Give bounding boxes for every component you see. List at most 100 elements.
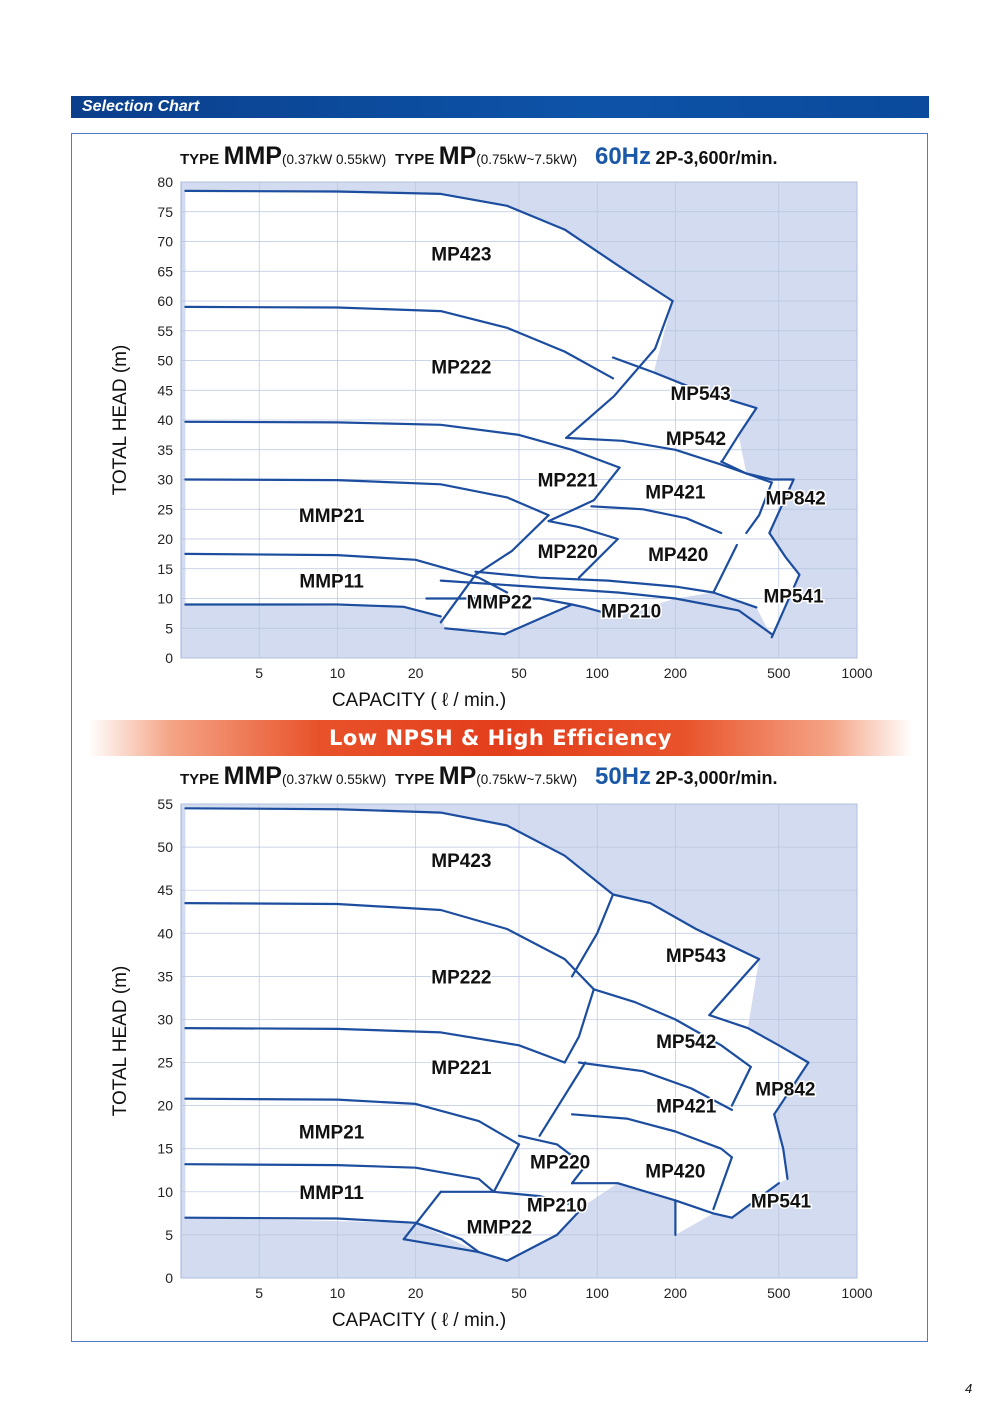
y-tick-label: 30 [157, 1011, 173, 1027]
performance-curve [770, 573, 801, 639]
model-region-label: MP842 [755, 1079, 815, 1100]
y-tick-label: 30 [157, 472, 173, 488]
model-name: MMP [223, 762, 282, 790]
model-region-label: MP221 [431, 1058, 492, 1079]
y-tick-label: 5 [165, 620, 173, 636]
y-tick-label: 40 [157, 925, 173, 941]
performance-curve [425, 597, 587, 609]
x-tick-label: 20 [408, 1285, 424, 1301]
performance-curve [184, 478, 550, 517]
performance-curve [570, 1113, 733, 1159]
y-tick-label: 50 [157, 353, 173, 369]
model-region-label: MP420 [648, 545, 708, 566]
performance-curve [563, 988, 595, 1064]
type-word: TYPE [180, 771, 220, 788]
feature-banner: Low NPSH & High Efficiency [88, 720, 913, 756]
performance-curve [611, 893, 761, 961]
performance-curve [439, 573, 477, 624]
model-region-label: MMP21 [299, 506, 365, 527]
performance-curve [730, 1065, 752, 1107]
performance-curve [547, 466, 621, 523]
y-tick-label: 45 [157, 882, 173, 898]
model-region-label: MP210 [601, 601, 661, 622]
usable-range-fill [185, 808, 809, 1261]
model-region-label: MP423 [431, 851, 491, 872]
performance-curve [184, 603, 442, 618]
model-region-label: MP421 [645, 482, 706, 503]
x-tick-label: 1000 [841, 665, 872, 681]
model-region-label: MP423 [431, 244, 491, 265]
page-number: 4 [965, 1381, 973, 1396]
model-region-label: MP222 [431, 967, 491, 988]
performance-curve [570, 893, 615, 978]
performance-curve [708, 1014, 810, 1064]
model-region-label: MP220 [530, 1153, 590, 1174]
chart-frame [71, 133, 928, 1342]
y-tick-label: 70 [157, 234, 173, 250]
model-region-label: MMP11 [299, 572, 364, 593]
x-axis-title: CAPACITY ( ℓ / min.) [332, 690, 506, 711]
y-tick-label: 20 [157, 1098, 173, 1114]
power-range: (0.37kW 0.55kW) [281, 772, 387, 787]
y-tick-label: 40 [157, 412, 173, 428]
x-tick-label: 5 [255, 665, 263, 681]
model-region-label: MP542 [666, 429, 726, 450]
performance-curve [517, 1134, 587, 1185]
performance-curve [720, 407, 758, 463]
performance-curve [565, 299, 674, 439]
y-tick-label: 0 [165, 650, 173, 666]
power-range: (0.75kW~7.5kW) [476, 152, 578, 167]
speed-label: 2P-3,600r/min. [655, 148, 778, 168]
performance-curve [590, 505, 723, 535]
performance-curve [503, 603, 574, 636]
y-tick-label: 10 [157, 591, 173, 607]
performance-curve [708, 958, 761, 1017]
y-tick-label: 5 [165, 1227, 173, 1243]
performance-curve [474, 514, 550, 576]
performance-curve [555, 1203, 587, 1236]
performance-curve [712, 1156, 733, 1211]
performance-curve [773, 1113, 789, 1180]
x-tick-label: 10 [330, 665, 346, 681]
performance-curve [184, 420, 621, 469]
performance-curve [184, 189, 674, 303]
performance-curve [577, 1061, 733, 1111]
performance-curve [611, 356, 758, 410]
frequency-label: 60Hz [594, 143, 651, 170]
y-tick-label: 20 [157, 531, 173, 547]
y-tick-label: 25 [157, 1055, 173, 1071]
y-tick-label: 10 [157, 1184, 173, 1200]
model-name: MMP [223, 142, 282, 170]
model-region-label: MMP21 [299, 1122, 365, 1143]
performance-curve [745, 481, 773, 535]
model-region-label: MP543 [666, 946, 726, 967]
performance-curve [720, 460, 795, 481]
model-region-label: MP222 [431, 357, 491, 378]
y-tick-label: 50 [157, 839, 173, 855]
y-tick-label: 0 [165, 1270, 173, 1286]
x-tick-label: 200 [664, 1285, 688, 1301]
section-title: Selection Chart [82, 98, 200, 115]
performance-curve [712, 591, 758, 609]
performance-curve [592, 988, 752, 1068]
type-word: TYPE [395, 771, 435, 788]
model-region-label: MP210 [527, 1196, 587, 1217]
performance-curve [547, 520, 619, 541]
section-header-bar: Selection Chart [71, 96, 929, 118]
performance-curve [184, 807, 615, 896]
performance-curve [439, 1143, 521, 1193]
power-range: (0.37kW 0.55kW) [281, 152, 387, 167]
y-tick-label: 35 [157, 442, 173, 458]
x-tick-label: 5 [255, 1285, 263, 1301]
y-tick-label: 75 [157, 204, 173, 220]
performance-curve [577, 537, 619, 579]
model-region-label: MMP22 [467, 592, 532, 613]
y-tick-label: 45 [157, 382, 173, 398]
banner-text: Low NPSH & High Efficiency [329, 726, 672, 750]
performance-curve [439, 579, 773, 636]
performance-curve [730, 1182, 780, 1219]
x-tick-label: 100 [586, 665, 610, 681]
x-tick-label: 200 [664, 665, 688, 681]
x-tick-label: 100 [586, 1285, 610, 1301]
model-region-label: MP542 [656, 1032, 716, 1053]
